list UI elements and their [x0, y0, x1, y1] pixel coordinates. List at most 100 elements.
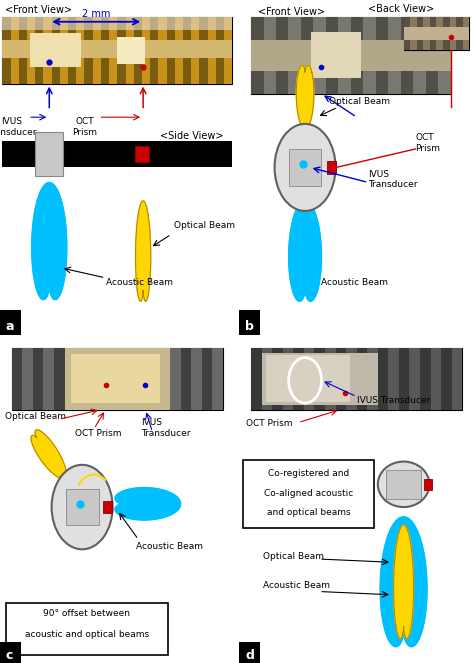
Bar [430, 348, 441, 410]
Bar [103, 501, 112, 513]
Text: OCT
Prism: OCT Prism [72, 117, 97, 137]
Bar [413, 17, 426, 93]
Bar [266, 355, 350, 402]
Bar [2, 17, 232, 30]
Bar [336, 348, 346, 410]
Bar [2, 17, 10, 84]
Bar [54, 348, 64, 410]
Bar [314, 348, 325, 410]
Bar [86, 348, 96, 410]
Bar [251, 40, 450, 71]
Bar [276, 17, 289, 93]
Text: Co-registered and: Co-registered and [268, 469, 349, 478]
Text: Acoustic Beam: Acoustic Beam [106, 278, 173, 286]
Bar [134, 17, 142, 84]
Bar [35, 132, 64, 176]
Bar [410, 17, 417, 50]
Bar [325, 348, 336, 410]
Bar [117, 17, 126, 84]
Bar [326, 17, 338, 93]
Bar [251, 17, 264, 93]
Text: OCT
Prism: OCT Prism [415, 133, 440, 152]
Bar [109, 17, 117, 84]
Bar [208, 17, 216, 84]
Bar [441, 348, 452, 410]
Bar [378, 348, 388, 410]
Bar [426, 17, 438, 93]
Text: 2 mm: 2 mm [82, 9, 110, 19]
Polygon shape [289, 201, 321, 301]
Bar [293, 348, 304, 410]
Bar [424, 479, 432, 490]
Bar [463, 17, 469, 50]
Bar [33, 348, 44, 410]
Bar [224, 17, 232, 84]
Bar [417, 17, 423, 50]
Bar [64, 348, 75, 410]
Bar [443, 17, 450, 50]
Bar [351, 17, 363, 93]
Bar [301, 17, 313, 93]
Bar [2, 141, 232, 167]
Circle shape [274, 124, 336, 211]
Bar [12, 348, 223, 410]
Bar [356, 348, 367, 410]
Polygon shape [32, 182, 67, 300]
Bar [262, 348, 272, 410]
Text: OCT Prism: OCT Prism [246, 419, 293, 428]
Bar [2, 17, 232, 84]
Polygon shape [380, 517, 427, 647]
Bar [450, 17, 456, 50]
Bar [76, 17, 84, 84]
Bar [44, 348, 54, 410]
Bar [403, 27, 469, 40]
Text: b: b [245, 320, 254, 333]
Bar [27, 17, 35, 84]
Text: <Front View>: <Front View> [258, 7, 325, 17]
Bar [456, 17, 463, 50]
Bar [272, 348, 283, 410]
Text: Co-aligned acoustic: Co-aligned acoustic [264, 489, 353, 498]
Bar [328, 161, 336, 174]
Bar [142, 17, 150, 84]
Bar [10, 17, 19, 84]
Text: Acoustic Beam: Acoustic Beam [263, 581, 330, 590]
Bar [338, 17, 351, 93]
Bar [175, 17, 183, 84]
Bar [200, 17, 208, 84]
Polygon shape [393, 525, 414, 638]
Bar [117, 37, 145, 64]
Text: Optical Beam: Optical Beam [173, 221, 235, 229]
Text: 90° offset between: 90° offset between [43, 609, 130, 618]
Text: IVUS Transducer: IVUS Transducer [356, 396, 430, 405]
Text: IVUS
Transducer: IVUS Transducer [0, 117, 36, 137]
Bar [313, 17, 326, 93]
Text: d: d [245, 649, 254, 662]
Text: <Back View>: <Back View> [368, 4, 435, 14]
Text: <Front View>: <Front View> [5, 5, 72, 15]
Bar [452, 348, 462, 410]
Bar [239, 642, 261, 663]
Bar [126, 17, 134, 84]
Bar [101, 17, 109, 84]
Text: Optical Beam: Optical Beam [263, 552, 324, 561]
Bar [2, 40, 232, 58]
Bar [150, 17, 158, 84]
Bar [64, 348, 170, 410]
Bar [183, 17, 191, 84]
Bar [430, 17, 437, 50]
Bar [212, 348, 223, 410]
Bar [251, 348, 262, 410]
Bar [166, 17, 175, 84]
Bar [0, 642, 21, 663]
Bar [388, 348, 399, 410]
Text: a: a [6, 320, 14, 333]
Bar [311, 32, 361, 78]
FancyBboxPatch shape [6, 603, 168, 655]
Ellipse shape [378, 461, 429, 507]
Bar [30, 33, 81, 67]
Bar [403, 17, 410, 50]
Text: Acoustic Beam: Acoustic Beam [136, 542, 203, 552]
Bar [68, 17, 76, 84]
Bar [93, 17, 101, 84]
